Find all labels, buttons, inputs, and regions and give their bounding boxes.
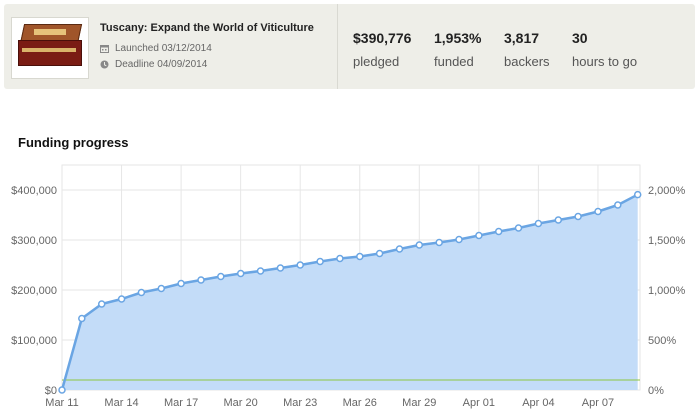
y-tick-label-right: 1,000% bbox=[648, 285, 686, 297]
data-point[interactable] bbox=[178, 281, 184, 287]
launched-text: Launched 03/12/2014 bbox=[115, 43, 212, 54]
data-point[interactable] bbox=[99, 301, 105, 307]
data-point[interactable] bbox=[436, 240, 442, 246]
stat-pledged-value: $390,776 bbox=[353, 30, 411, 46]
y-tick-label-right: 1,500% bbox=[648, 235, 686, 247]
y-tick-label-right: 0% bbox=[648, 385, 664, 397]
data-point[interactable] bbox=[416, 242, 422, 248]
stat-hours-label: hours to go bbox=[572, 54, 637, 69]
deadline-date: Deadline 04/09/2014 bbox=[100, 59, 207, 70]
data-point[interactable] bbox=[555, 217, 561, 223]
data-point[interactable] bbox=[635, 192, 641, 198]
data-point[interactable] bbox=[79, 316, 85, 322]
x-tick-label: Apr 07 bbox=[582, 397, 614, 409]
header-divider bbox=[337, 4, 338, 89]
data-point[interactable] bbox=[317, 259, 323, 265]
stat-pledged: $390,776 pledged bbox=[353, 30, 411, 69]
x-tick-label: Mar 20 bbox=[224, 397, 258, 409]
data-point[interactable] bbox=[198, 277, 204, 283]
data-point[interactable] bbox=[535, 221, 541, 227]
stat-backers-label: backers bbox=[504, 54, 550, 69]
x-tick-label: Apr 04 bbox=[522, 397, 554, 409]
project-header: Tuscany: Expand the World of Viticulture… bbox=[4, 4, 695, 89]
data-point[interactable] bbox=[357, 254, 363, 260]
data-point[interactable] bbox=[516, 225, 522, 231]
data-point[interactable] bbox=[456, 237, 462, 243]
data-point[interactable] bbox=[297, 262, 303, 268]
stat-pledged-label: pledged bbox=[353, 54, 411, 69]
stat-hours-value: 30 bbox=[572, 30, 637, 46]
x-tick-label: Mar 14 bbox=[104, 397, 138, 409]
box-art-band bbox=[22, 48, 76, 52]
project-title[interactable]: Tuscany: Expand the World of Viticulture bbox=[100, 22, 314, 34]
stat-hours: 30 hours to go bbox=[572, 30, 637, 69]
project-thumbnail[interactable] bbox=[11, 17, 89, 79]
stat-backers: 3,817 backers bbox=[504, 30, 550, 69]
y-tick-label-left: $100,000 bbox=[11, 335, 57, 347]
y-tick-label-right: 2,000% bbox=[648, 185, 686, 197]
x-tick-label: Mar 23 bbox=[283, 397, 317, 409]
x-tick-label: Apr 01 bbox=[463, 397, 495, 409]
data-point[interactable] bbox=[59, 387, 65, 393]
box-art-label bbox=[34, 29, 66, 35]
clock-icon bbox=[100, 60, 109, 69]
stat-funded: 1,953% funded bbox=[434, 30, 481, 69]
y-tick-label-left: $200,000 bbox=[11, 285, 57, 297]
data-point[interactable] bbox=[119, 296, 125, 302]
stat-funded-label: funded bbox=[434, 54, 481, 69]
stat-funded-value: 1,953% bbox=[434, 30, 481, 46]
deadline-text: Deadline 04/09/2014 bbox=[115, 59, 207, 70]
y-tick-label-right: 500% bbox=[648, 335, 676, 347]
data-point[interactable] bbox=[337, 256, 343, 262]
data-point[interactable] bbox=[615, 202, 621, 208]
data-point[interactable] bbox=[595, 209, 601, 215]
data-point[interactable] bbox=[575, 214, 581, 220]
data-point[interactable] bbox=[377, 251, 383, 257]
stat-backers-value: 3,817 bbox=[504, 30, 550, 46]
data-point[interactable] bbox=[238, 271, 244, 277]
calendar-icon bbox=[100, 44, 109, 53]
data-point[interactable] bbox=[476, 233, 482, 239]
data-point[interactable] bbox=[258, 268, 264, 274]
data-point[interactable] bbox=[277, 265, 283, 271]
data-point[interactable] bbox=[496, 229, 502, 235]
y-tick-label-left: $0 bbox=[45, 385, 57, 397]
x-tick-label: Mar 17 bbox=[164, 397, 198, 409]
y-tick-label-left: $400,000 bbox=[11, 185, 57, 197]
data-point[interactable] bbox=[138, 290, 144, 296]
data-point[interactable] bbox=[397, 246, 403, 252]
box-art-side bbox=[18, 40, 82, 66]
data-point[interactable] bbox=[218, 274, 224, 280]
funding-progress-title: Funding progress bbox=[18, 135, 129, 150]
x-tick-label: Mar 26 bbox=[343, 397, 377, 409]
data-point[interactable] bbox=[158, 286, 164, 292]
funding-chart[interactable]: $0 0% $100,000 500% $200,000 1,000% $300,000 1,… bbox=[0, 160, 700, 415]
launched-date: Launched 03/12/2014 bbox=[100, 43, 212, 54]
y-tick-label-left: $300,000 bbox=[11, 235, 57, 247]
x-tick-label: Mar 11 bbox=[45, 397, 78, 409]
x-tick-label: Mar 29 bbox=[402, 397, 436, 409]
